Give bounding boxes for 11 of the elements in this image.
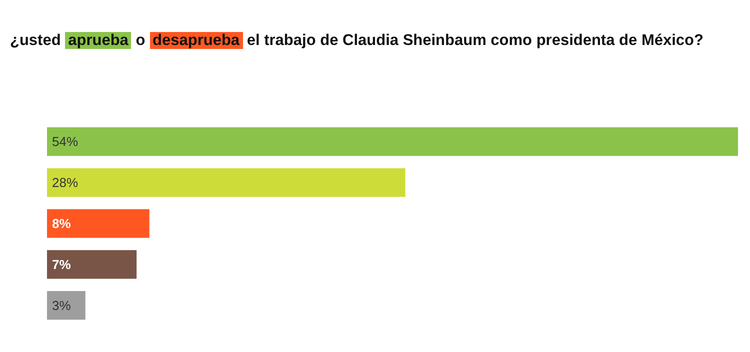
- bar: [47, 127, 738, 156]
- data-label: 7%: [52, 256, 72, 272]
- chart-title: ¿usted aprueba o desaprueba el trabajo de Claudia Sheinbaum como presidenta de México?: [10, 32, 704, 49]
- data-label: 28%: [52, 175, 78, 190]
- data-label: 3%: [52, 298, 72, 313]
- bar: [47, 168, 406, 197]
- bar: [47, 291, 86, 320]
- data-label: 54%: [52, 134, 78, 150]
- bar: [47, 209, 150, 238]
- bar: [47, 250, 137, 279]
- data-label: 8%: [52, 216, 72, 232]
